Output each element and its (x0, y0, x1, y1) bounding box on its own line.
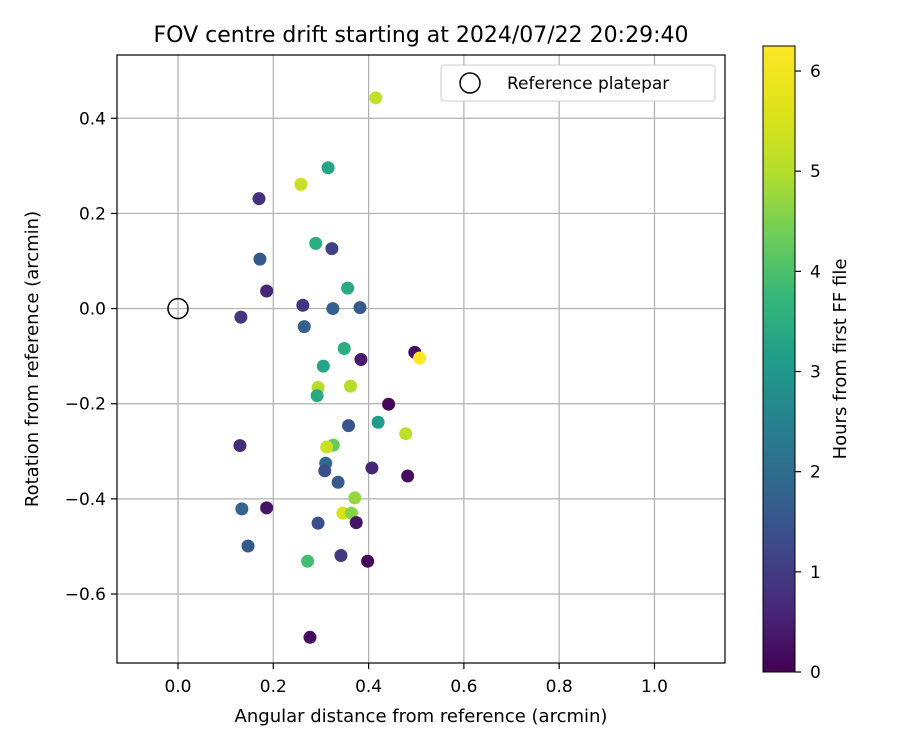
scatter-point (343, 379, 357, 393)
scatter-point (353, 301, 367, 315)
scatter-point (260, 501, 274, 515)
x-tick-label: 1.0 (641, 677, 668, 697)
scatter-point (401, 469, 415, 483)
scatter-point (320, 440, 334, 454)
scatter-point (349, 516, 363, 530)
scatter-point (369, 91, 383, 105)
x-axis-label: Angular distance from reference (arcmin) (235, 706, 608, 727)
scatter-point (296, 298, 310, 312)
scatter-point (365, 461, 379, 475)
colorbar-tick-label: 4 (810, 262, 821, 282)
colorbar-tick-label: 0 (810, 663, 821, 683)
legend-box (440, 64, 716, 102)
x-tick-label: 0.8 (546, 677, 573, 697)
legend-reference-marker (459, 72, 481, 94)
data-points (167, 91, 427, 644)
scatter-point (382, 397, 396, 411)
scatter-point (253, 252, 267, 266)
x-axis-ticks: 0.0 0.2 0.4 0.6 0.8 1.0 (164, 663, 668, 697)
plot-frame (116, 54, 726, 664)
colorbar-tick-label: 3 (810, 363, 821, 383)
x-tick-label: 0.4 (355, 677, 382, 697)
x-tick-label: 0.6 (450, 677, 477, 697)
colorbar: 0 1 2 3 4 5 6 Hours from first FF file (762, 45, 851, 683)
colorbar-tick-label: 1 (810, 563, 821, 583)
scatter-point (301, 554, 315, 568)
scatter-point (326, 302, 340, 316)
y-tick-label: −0.4 (65, 490, 106, 510)
y-axis-label: Rotation from reference (arcmin) (22, 211, 43, 507)
legend-entry-reference: Reference platepar (507, 74, 669, 94)
colorbar-tick-label: 5 (810, 162, 821, 182)
scatter-point (348, 491, 362, 505)
chart-title: FOV centre drift starting at 2024/07/22 … (154, 23, 689, 48)
y-tick-label: 0.2 (79, 204, 106, 224)
scatter-point (325, 242, 339, 256)
scatter-point (316, 359, 330, 373)
scatter-point (321, 161, 335, 175)
scatter-point (331, 475, 345, 489)
grid-lines (117, 55, 725, 663)
y-tick-label: 0.4 (79, 109, 106, 129)
scatter-point (371, 415, 385, 429)
colorbar-label: Hours from first FF file (830, 259, 851, 460)
scatter-point (354, 352, 368, 366)
colorbar-tick-label: 6 (810, 62, 821, 82)
scatter-point (361, 554, 375, 568)
scatter-point (310, 389, 324, 403)
legend: Reference platepar (440, 64, 716, 102)
scatter-point (297, 320, 311, 334)
colorbar-gradient (762, 45, 796, 673)
scatter-point (309, 236, 323, 250)
scatter-point (413, 351, 427, 365)
x-tick-label: 0.0 (164, 677, 191, 697)
y-tick-label: −0.2 (65, 395, 106, 415)
scatter-point (399, 427, 413, 441)
scatter-point (260, 284, 274, 298)
reference-platepar-marker (167, 297, 189, 320)
scatter-point (252, 192, 266, 206)
scatter-point (303, 630, 317, 644)
colorbar-ticks: 0 1 2 3 4 5 6 (795, 62, 821, 683)
scatter-point (342, 419, 356, 433)
scatter-point (233, 439, 247, 453)
scatter-point (318, 464, 332, 478)
scatter-point (341, 281, 355, 295)
scatter-point (294, 177, 308, 191)
scatter-point (234, 310, 248, 324)
x-tick-label: 0.2 (260, 677, 287, 697)
scatter-point (235, 502, 249, 516)
y-tick-label: −0.6 (65, 585, 106, 605)
scatter-point (241, 539, 255, 553)
scatter-point (334, 548, 348, 562)
colorbar-tick-label: 2 (810, 463, 821, 483)
scatter-point (311, 516, 325, 530)
y-tick-label: 0.0 (79, 300, 106, 320)
scatter-point (337, 342, 351, 356)
y-axis-ticks: −0.6 −0.4 −0.2 0.0 0.2 0.4 (65, 109, 117, 605)
